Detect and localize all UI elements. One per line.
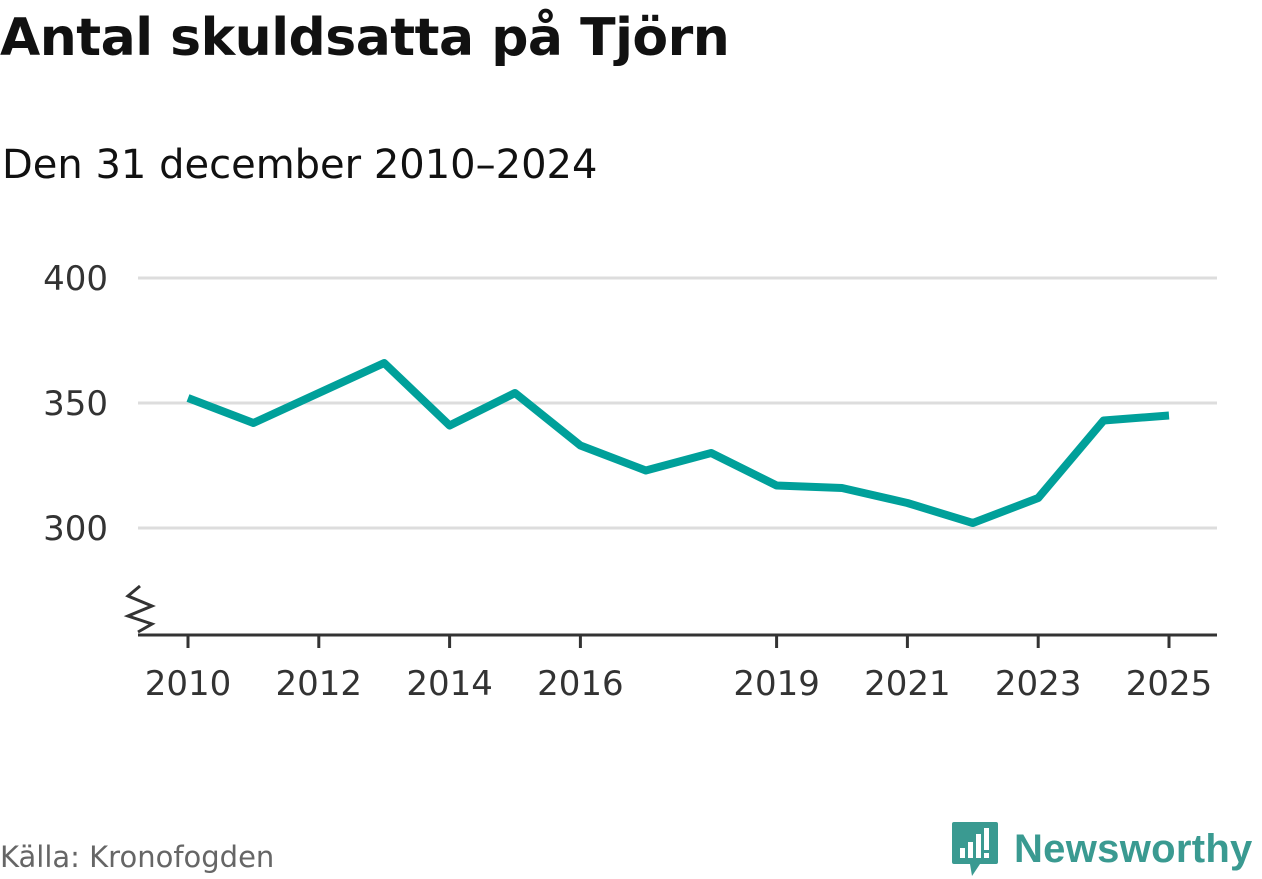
data-point [1103, 420, 1105, 422]
data-point [1037, 497, 1039, 499]
x-axis-labels: 2010 2012 2014 2016 2019 2021 2023 2025 [145, 664, 1213, 704]
data-point [579, 445, 581, 447]
x-tick-label: 2014 [406, 664, 493, 704]
x-tick-label: 2019 [733, 664, 820, 704]
x-tick-label: 2012 [276, 664, 363, 704]
x-tick-label: 2010 [145, 664, 232, 704]
series-line [186, 359, 1170, 527]
data-point [1168, 415, 1170, 417]
x-tick-label: 2023 [995, 664, 1082, 704]
data-point [841, 487, 843, 489]
y-tick-label: 400 [43, 259, 108, 299]
x-tick-label: 2025 [1126, 664, 1213, 704]
data-point [318, 392, 320, 394]
source-note: Källa: Kronofogden [0, 840, 275, 874]
data-point [972, 522, 974, 524]
data-point [187, 397, 189, 399]
data-point [514, 392, 516, 394]
data-point [710, 452, 712, 454]
chart-title: Antal skuldsatta på Tjörn [0, 8, 730, 68]
grid-lines [138, 276, 1217, 530]
y-axis-labels: 300 350 400 [43, 259, 108, 549]
data-point [449, 425, 451, 427]
newsworthy-logo-icon [952, 822, 998, 876]
brand-name: Newsworthy [1014, 826, 1253, 871]
data-point [776, 485, 778, 487]
brand-logo: Newsworthy [950, 820, 1253, 878]
x-tick-label: 2021 [864, 664, 951, 704]
y-tick-label: 350 [43, 384, 108, 424]
chart-subtitle: Den 31 december 2010–2024 [2, 142, 598, 188]
x-axis [123, 584, 1217, 648]
x-tick-label: 2016 [537, 664, 624, 704]
axis-break-icon [123, 584, 156, 634]
data-point [906, 502, 908, 504]
data-point [383, 362, 385, 364]
series-layer [186, 359, 1170, 527]
y-tick-label: 300 [43, 509, 108, 549]
data-point [252, 422, 254, 424]
data-point [645, 470, 647, 472]
